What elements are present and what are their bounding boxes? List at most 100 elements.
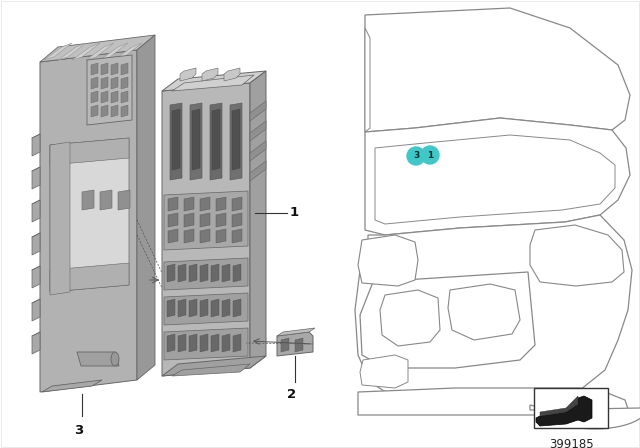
Polygon shape <box>170 103 182 180</box>
Polygon shape <box>164 191 248 250</box>
Polygon shape <box>365 118 630 235</box>
Polygon shape <box>121 63 128 75</box>
Polygon shape <box>200 229 210 243</box>
Polygon shape <box>168 213 178 227</box>
Polygon shape <box>232 213 242 227</box>
Polygon shape <box>216 197 226 211</box>
Polygon shape <box>224 68 240 81</box>
Text: 3: 3 <box>74 424 84 437</box>
Polygon shape <box>216 213 226 227</box>
Polygon shape <box>111 77 118 89</box>
Polygon shape <box>530 225 624 286</box>
Polygon shape <box>375 135 615 224</box>
Polygon shape <box>202 68 218 81</box>
Polygon shape <box>32 233 40 255</box>
Polygon shape <box>164 293 248 325</box>
Polygon shape <box>250 121 266 141</box>
Text: 1: 1 <box>290 207 299 220</box>
Polygon shape <box>216 229 226 243</box>
Polygon shape <box>162 71 266 91</box>
Circle shape <box>421 146 439 164</box>
Polygon shape <box>50 138 129 292</box>
Polygon shape <box>32 167 40 189</box>
Polygon shape <box>277 328 315 336</box>
Polygon shape <box>230 103 242 180</box>
Polygon shape <box>50 263 129 292</box>
Polygon shape <box>137 35 155 380</box>
Polygon shape <box>448 284 520 340</box>
Polygon shape <box>50 138 129 165</box>
Polygon shape <box>32 299 40 321</box>
Text: 3: 3 <box>413 151 419 160</box>
Polygon shape <box>42 380 102 392</box>
Polygon shape <box>121 91 128 103</box>
Polygon shape <box>277 332 313 356</box>
Polygon shape <box>167 299 175 317</box>
Polygon shape <box>118 190 130 210</box>
Text: 2: 2 <box>287 388 296 401</box>
Polygon shape <box>101 105 108 117</box>
Ellipse shape <box>111 352 119 366</box>
Polygon shape <box>172 364 250 376</box>
Polygon shape <box>233 334 241 352</box>
Polygon shape <box>164 258 248 290</box>
Polygon shape <box>100 43 128 60</box>
Polygon shape <box>172 75 254 91</box>
Polygon shape <box>189 299 197 317</box>
Polygon shape <box>82 190 94 210</box>
Polygon shape <box>91 91 98 103</box>
Polygon shape <box>365 8 630 132</box>
Polygon shape <box>178 299 186 317</box>
Polygon shape <box>360 355 408 388</box>
Polygon shape <box>222 299 230 317</box>
Polygon shape <box>536 396 592 426</box>
Polygon shape <box>211 299 219 317</box>
Polygon shape <box>172 109 180 170</box>
Polygon shape <box>358 235 418 286</box>
Polygon shape <box>200 264 208 282</box>
Polygon shape <box>44 43 72 60</box>
Polygon shape <box>358 388 630 415</box>
Polygon shape <box>184 197 194 211</box>
Bar <box>534 388 608 428</box>
Polygon shape <box>86 43 114 60</box>
Polygon shape <box>121 77 128 89</box>
Polygon shape <box>380 290 440 346</box>
Polygon shape <box>211 334 219 352</box>
Polygon shape <box>232 197 242 211</box>
Polygon shape <box>77 352 119 366</box>
Polygon shape <box>365 28 370 132</box>
Polygon shape <box>184 213 194 227</box>
Polygon shape <box>91 77 98 89</box>
Polygon shape <box>233 299 241 317</box>
Polygon shape <box>101 91 108 103</box>
Polygon shape <box>50 142 70 295</box>
Polygon shape <box>281 338 289 352</box>
Polygon shape <box>91 105 98 117</box>
Polygon shape <box>167 264 175 282</box>
Polygon shape <box>167 334 175 352</box>
Polygon shape <box>178 334 186 352</box>
Polygon shape <box>250 101 266 121</box>
Polygon shape <box>184 229 194 243</box>
Polygon shape <box>189 264 197 282</box>
Polygon shape <box>164 328 248 360</box>
Polygon shape <box>168 229 178 243</box>
Polygon shape <box>540 396 578 416</box>
Polygon shape <box>111 63 118 75</box>
Polygon shape <box>32 134 40 156</box>
Polygon shape <box>212 109 220 170</box>
Text: 399185: 399185 <box>548 438 593 448</box>
Polygon shape <box>233 264 241 282</box>
Polygon shape <box>178 264 186 282</box>
Polygon shape <box>530 405 640 429</box>
Polygon shape <box>87 55 132 125</box>
Polygon shape <box>111 105 118 117</box>
Polygon shape <box>100 190 112 210</box>
Polygon shape <box>295 338 303 352</box>
Polygon shape <box>222 334 230 352</box>
Polygon shape <box>91 63 98 75</box>
Polygon shape <box>222 264 230 282</box>
Polygon shape <box>189 334 197 352</box>
Polygon shape <box>40 50 137 392</box>
